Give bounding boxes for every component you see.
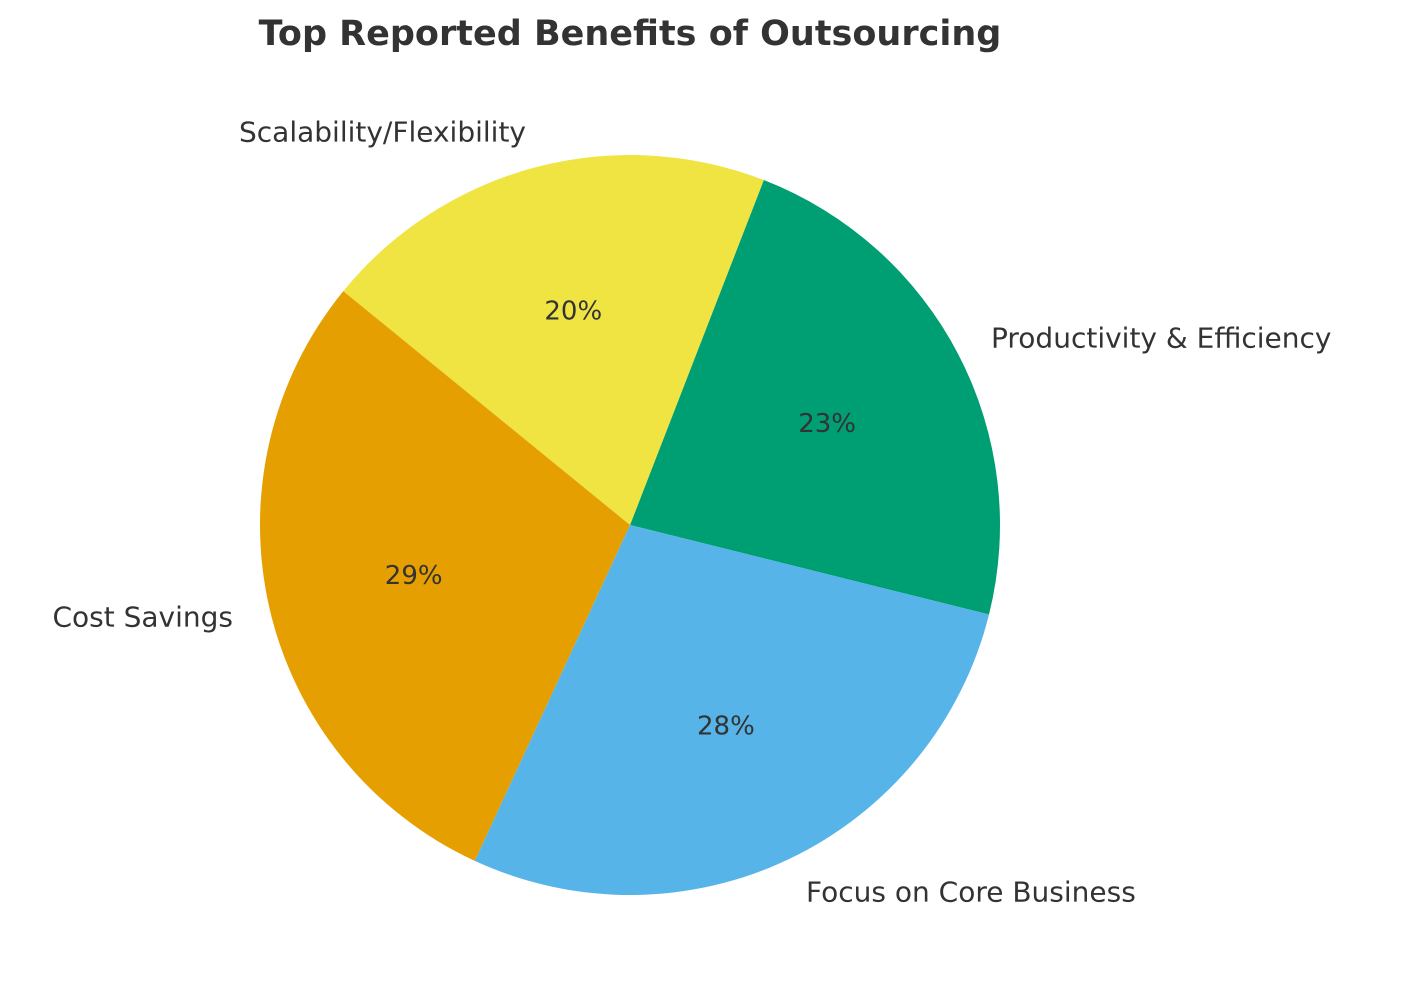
pie-slice-focus-on-core-business xyxy=(474,525,990,896)
pie-label-focus-on-core-business: Focus on Core Business xyxy=(806,875,1136,909)
pie-percent-productivity-efficiency: 23% xyxy=(798,409,856,439)
pie-label-productivity-efficiency: Productivity & Efficiency xyxy=(991,321,1332,355)
pie-label-scalability-flexibility: Scalability/Flexibility xyxy=(239,115,526,149)
pie-percent-scalability-flexibility: 20% xyxy=(544,297,602,327)
pie-percent-cost-savings: 29% xyxy=(385,561,443,591)
pie-label-cost-savings: Cost Savings xyxy=(52,600,233,634)
pie-percent-focus-on-core-business: 28% xyxy=(697,711,755,741)
pie-slice-cost-savings xyxy=(259,291,630,861)
pie-slice-scalability-flexibility xyxy=(343,155,764,526)
pie-slice-productivity-efficiency xyxy=(630,180,1001,615)
chart-title: Top Reported Benefits of Outsourcing xyxy=(258,14,1002,54)
